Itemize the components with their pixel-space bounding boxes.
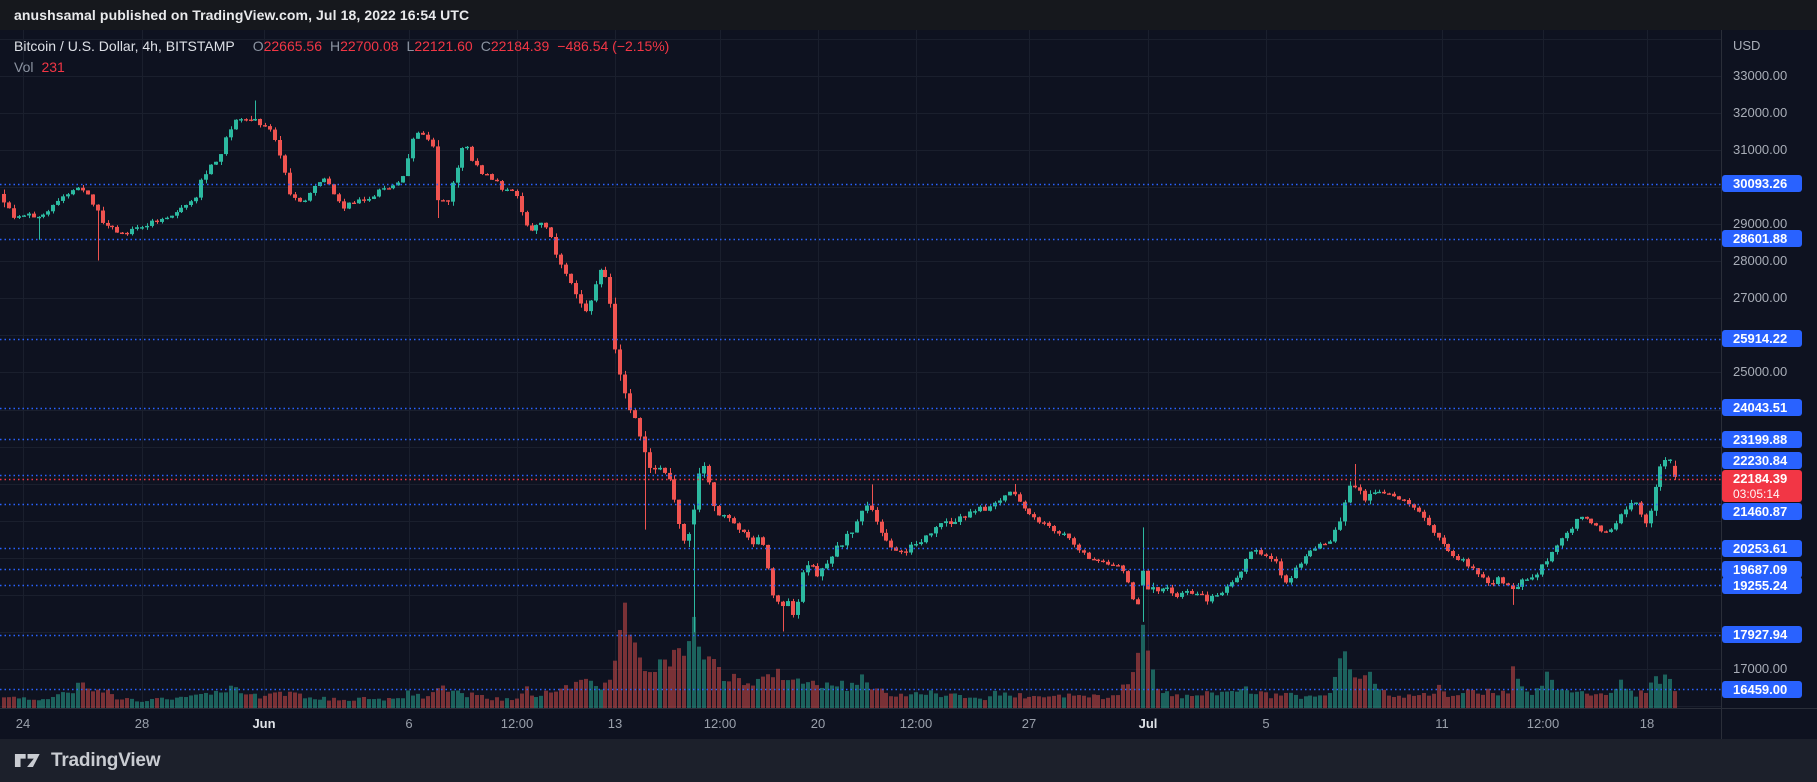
time-tick-label: Jul [1138,716,1158,731]
ohlc-value: 22121.60 [414,37,473,54]
price-level-badge: 17927.94 [1722,626,1802,644]
time-tick-label: 24 [15,716,31,731]
price-tick-label: 25000.00 [1733,364,1788,380]
time-tick-label: 12:00 [1526,716,1560,731]
change-value: −486.54 (−2.15%) [557,37,670,54]
price-tick-label: 33000.00 [1733,68,1788,83]
price-tick-label: 31000.00 [1733,142,1788,158]
candlestick-chart-canvas[interactable] [0,30,1721,708]
volume-value: 231 [41,58,65,75]
time-tick-label: 13 [607,716,623,731]
chart-area: Bitcoin / U.S. Dollar, 4h, BITSTAMP O226… [0,30,1817,739]
last-price-badge: 22184.39 03:05:14 [1722,469,1802,502]
ohlc-letter: O [252,37,264,54]
time-tick-label: 20 [810,716,826,731]
time-tick-label: 27 [1021,716,1037,731]
price-tick-label: 29000.00 [1733,216,1788,232]
price-level-badge: 25914.22 [1722,330,1802,348]
price-tick-label: 28000.00 [1733,253,1788,269]
ohlc-letter: C [480,37,491,54]
ohlc-value: 22665.56 [263,37,322,54]
ohlc-value: 22184.39 [490,37,550,54]
ohlc-letter: H [330,37,341,54]
footer-bar: TradingView [0,739,1817,782]
last-price-value: 22184.39 [1733,470,1788,486]
price-tick-label: 17000.00 [1733,660,1788,676]
time-tick-label: 6 [405,716,413,731]
candlestick-series [2,100,1677,633]
price-level-badge: 28601.88 [1722,230,1802,248]
price-level-lines [0,183,1721,691]
price-tick-label: 27000.00 [1733,290,1788,306]
tradingview-brand-text[interactable]: TradingView [51,749,161,771]
countdown-timer: 03:05:14 [1733,486,1780,501]
time-tick-label: Jun [252,716,276,731]
grid [0,30,1721,708]
time-axis[interactable]: 24 28 Jun 6 12:00 13 12:00 20 12:00 27 Jul 5 11 12:00… [0,708,1817,739]
price-level-badge: 24043.51 [1722,399,1802,417]
price-axis-currency: USD [1733,38,1761,53]
time-tick-label: 12:00 [500,716,534,731]
price-level-badge: 22230.84 [1722,451,1802,469]
price-level-badge: 30093.26 [1722,175,1802,193]
time-tick-label: 12:00 [899,716,933,731]
time-tick-label: 5 [1262,716,1270,731]
chart-legend: Bitcoin / U.S. Dollar, 4h, BITSTAMP O226… [14,35,669,77]
symbol-title[interactable]: Bitcoin / U.S. Dollar, 4h, BITSTAMP [14,37,235,54]
time-tick-label: 28 [134,716,150,731]
publisher-text: anushsamal published on TradingView.com,… [14,7,470,23]
price-axis[interactable]: USD 33000.00 32000.00 31000.00 29000.00 2800… [1721,30,1817,739]
price-level-badge: 19255.24 [1722,576,1802,594]
tradingview-logo-icon[interactable] [14,751,42,770]
price-level-badge: 19687.09 [1722,560,1802,578]
time-tick-label: 11 [1435,716,1449,731]
publisher-bar: anushsamal published on TradingView.com,… [0,0,1817,30]
price-tick-label: 32000.00 [1733,105,1788,121]
time-tick-label: 18 [1639,716,1655,731]
price-level-badge: 16459.00 [1722,680,1802,698]
ohlc-value: 22700.08 [340,37,399,54]
price-chart[interactable]: Bitcoin / U.S. Dollar, 4h, BITSTAMP O226… [0,30,1721,708]
volume-label: Vol [14,58,34,75]
time-tick-label: 12:00 [703,716,737,731]
ohlc-values: O22665.56 H22700.08 L22121.60 C22184.39 [245,38,550,54]
price-level-badge: 21460.87 [1722,502,1802,520]
ohlc-letter: L [406,37,415,54]
volume-series [2,602,1677,708]
price-level-badge: 20253.61 [1722,539,1802,557]
price-level-badge: 23199.88 [1722,430,1802,448]
